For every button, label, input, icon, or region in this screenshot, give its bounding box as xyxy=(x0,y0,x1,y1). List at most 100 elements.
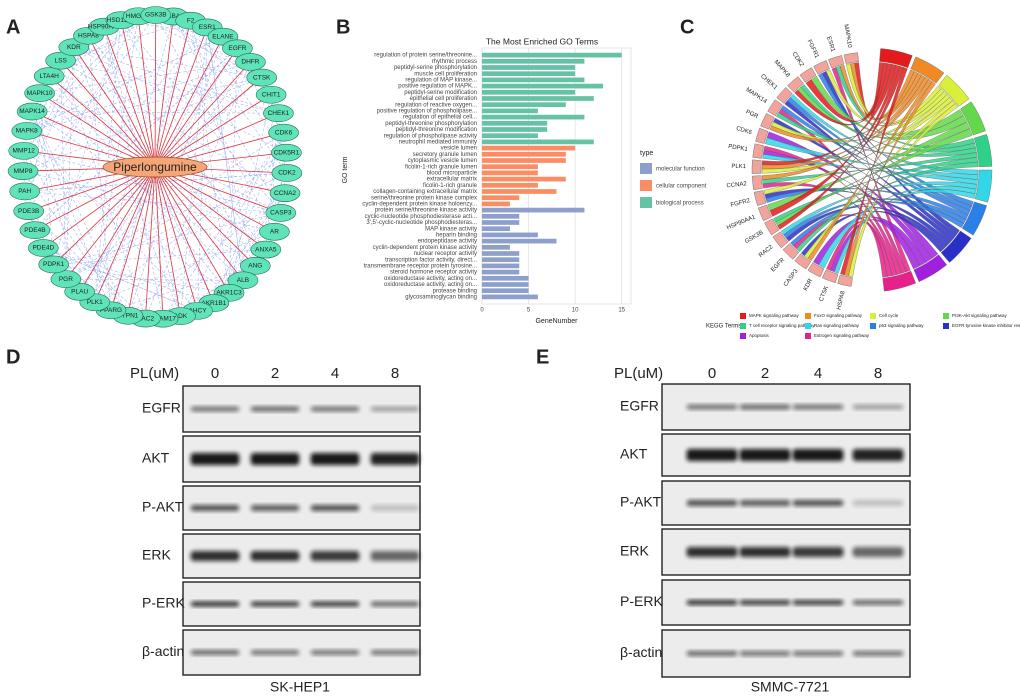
edge xyxy=(26,36,224,132)
node xyxy=(255,85,287,104)
band xyxy=(190,601,240,607)
gene-arc xyxy=(751,175,763,191)
center-label: Piperlongumine xyxy=(113,160,197,174)
gene-label: CDK2 xyxy=(791,51,805,68)
edge xyxy=(154,166,164,319)
category-label: regulation of protein serine/threonine..… xyxy=(374,53,477,59)
band xyxy=(190,453,240,465)
band xyxy=(250,406,300,412)
node xyxy=(246,68,278,87)
band xyxy=(792,547,844,557)
gene-label: HSPA8 xyxy=(837,290,847,311)
row-label: P-AKT xyxy=(142,499,184,515)
bar xyxy=(482,102,566,108)
bar xyxy=(482,238,557,244)
band xyxy=(250,551,300,561)
category-label: blood microparticle xyxy=(427,170,478,176)
category-label: epithelial cell proliferation xyxy=(410,96,477,102)
gene-arc xyxy=(752,143,765,159)
x-axis-label: GeneNumber xyxy=(535,318,578,325)
node xyxy=(235,53,266,71)
gene-label: RAC2 xyxy=(758,244,775,259)
legend-label: T cell receptor signaling pathway xyxy=(749,323,815,328)
category-label: oxidoreductase activity, acting on... xyxy=(384,282,477,288)
bar xyxy=(482,220,520,225)
edge xyxy=(94,16,174,303)
gene-arc xyxy=(787,76,804,93)
edge xyxy=(154,48,238,168)
band xyxy=(370,453,420,465)
edge xyxy=(79,61,251,292)
band xyxy=(686,547,738,557)
edge xyxy=(154,166,198,311)
bar xyxy=(482,52,622,58)
edge xyxy=(103,26,156,168)
band xyxy=(370,551,420,561)
edge xyxy=(53,20,122,265)
dose-header: PL(uM) xyxy=(614,365,663,382)
category-label: cyclin-dependent protein kinase activity xyxy=(373,245,477,251)
bar xyxy=(482,201,510,207)
band xyxy=(739,404,791,410)
category-label: cyclin-dependent protein kinase holoenzy… xyxy=(362,201,477,207)
node xyxy=(64,283,95,301)
dose-header: PL(uM) xyxy=(130,365,179,382)
category-label: ficolin-1-rich granule xyxy=(423,183,478,189)
legend-label: EGFR tyrosine kinase inhibitor resistanc… xyxy=(952,323,1020,328)
node xyxy=(271,143,302,162)
legend-swatch xyxy=(640,163,652,174)
gene-label: EGFR xyxy=(770,257,786,274)
category-label: positive regulation of MAPK... xyxy=(398,84,477,90)
bar xyxy=(482,176,566,182)
bar xyxy=(482,145,576,151)
band xyxy=(190,406,240,412)
band xyxy=(739,547,791,557)
row-label: β-actin xyxy=(142,643,184,659)
bar xyxy=(482,195,520,201)
band xyxy=(370,650,420,655)
node-label: EGFR xyxy=(228,45,246,52)
ribbon xyxy=(762,152,978,185)
ribbon xyxy=(761,94,951,174)
bar xyxy=(482,257,520,263)
gene-arc xyxy=(782,243,800,260)
category-label: transmembrane receptor protein tyrosine.… xyxy=(364,263,478,269)
legend-label: PI3K-Akt signaling pathway xyxy=(952,313,1008,318)
edge xyxy=(79,166,156,293)
category-label: 3',5'-cyclic-nucleotide phosphodiesteras… xyxy=(366,220,477,226)
gene-arc xyxy=(764,218,780,236)
edge xyxy=(32,111,279,114)
node-label: KDR xyxy=(67,44,81,51)
bar xyxy=(482,213,520,219)
bar xyxy=(482,96,594,101)
edge xyxy=(48,75,156,168)
edge xyxy=(88,35,112,311)
gene-label: HSP90AA1 xyxy=(726,214,757,231)
dose-label: 2 xyxy=(761,365,769,382)
band xyxy=(250,601,300,607)
edge xyxy=(162,132,284,319)
node-label: ELANE xyxy=(212,33,234,40)
edge xyxy=(39,93,54,265)
band xyxy=(792,651,844,656)
edge xyxy=(88,35,267,250)
gene-arc xyxy=(813,60,830,75)
node-label: PTPN1 xyxy=(117,312,138,319)
category-label: transcription factor activity, direct... xyxy=(385,257,477,263)
edge xyxy=(173,16,288,174)
category-label: peptidyl-serine phosphorylation xyxy=(394,65,477,71)
band xyxy=(852,600,904,605)
legend-swatch xyxy=(740,323,746,329)
dose-label: 8 xyxy=(874,365,882,382)
edge xyxy=(65,132,284,280)
category-label: peptidyl-serine modification xyxy=(404,90,477,96)
blot-panel: PL(uM) 0 2 4 8 EGFR AKT P-AKT ERK P-ERK β-actin SK-… xyxy=(130,365,421,695)
edge xyxy=(154,36,224,168)
node xyxy=(269,184,301,202)
category-label: regulation of phospholipase activity xyxy=(384,133,477,139)
bar xyxy=(482,226,510,232)
legend-label: Ras signaling pathway xyxy=(814,323,860,328)
band xyxy=(852,547,904,557)
band xyxy=(739,500,791,506)
